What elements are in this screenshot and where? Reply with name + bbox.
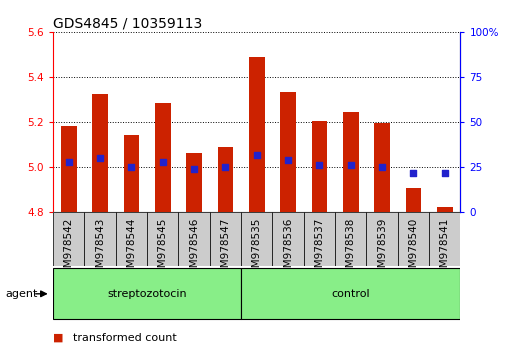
Bar <box>436 207 452 212</box>
Bar <box>53 212 84 266</box>
Bar <box>210 212 241 266</box>
Bar <box>61 126 76 212</box>
Bar <box>53 268 241 319</box>
Bar <box>280 92 295 212</box>
Bar <box>303 212 334 266</box>
Bar <box>116 212 147 266</box>
Bar <box>248 57 264 212</box>
Point <box>377 164 385 170</box>
Text: transformed count: transformed count <box>73 333 177 343</box>
Bar <box>366 212 397 266</box>
Bar <box>241 268 460 319</box>
Bar <box>334 212 366 266</box>
Bar <box>397 212 428 266</box>
Text: GSM978545: GSM978545 <box>158 218 168 281</box>
Point <box>440 170 448 176</box>
Point <box>409 170 417 176</box>
Bar <box>92 94 108 212</box>
Bar <box>123 135 139 212</box>
Text: GSM978540: GSM978540 <box>408 218 418 281</box>
Text: GSM978538: GSM978538 <box>345 218 355 281</box>
Point <box>96 155 104 161</box>
Text: ■: ■ <box>53 333 64 343</box>
Bar <box>374 123 389 212</box>
Bar <box>186 153 201 212</box>
Text: GDS4845 / 10359113: GDS4845 / 10359113 <box>53 16 202 30</box>
Bar <box>147 212 178 266</box>
Point <box>283 157 291 163</box>
Bar <box>155 103 170 212</box>
Point <box>159 159 167 165</box>
Bar <box>428 212 460 266</box>
Text: GSM978535: GSM978535 <box>251 218 261 281</box>
Point <box>346 162 354 168</box>
Bar <box>405 188 421 212</box>
Bar <box>342 112 358 212</box>
Point <box>315 162 323 168</box>
Point <box>65 159 73 165</box>
Point <box>221 164 229 170</box>
Text: GSM978543: GSM978543 <box>95 218 105 281</box>
Text: GSM978542: GSM978542 <box>64 218 74 281</box>
Text: control: control <box>331 289 369 299</box>
Point <box>127 164 135 170</box>
Text: agent: agent <box>5 289 37 299</box>
Text: GSM978547: GSM978547 <box>220 218 230 281</box>
Bar <box>178 212 210 266</box>
Bar <box>84 212 116 266</box>
Text: GSM978536: GSM978536 <box>283 218 292 281</box>
Text: GSM978537: GSM978537 <box>314 218 324 281</box>
Bar <box>241 212 272 266</box>
Bar <box>53 212 460 266</box>
Bar <box>217 147 233 212</box>
Point <box>190 166 198 172</box>
Text: GSM978546: GSM978546 <box>189 218 199 281</box>
Bar <box>272 212 303 266</box>
Text: GSM978544: GSM978544 <box>126 218 136 281</box>
Text: GSM978541: GSM978541 <box>439 218 449 281</box>
Text: streptozotocin: streptozotocin <box>107 289 186 299</box>
Text: GSM978539: GSM978539 <box>376 218 386 281</box>
Bar <box>311 121 327 212</box>
Point <box>252 152 261 158</box>
